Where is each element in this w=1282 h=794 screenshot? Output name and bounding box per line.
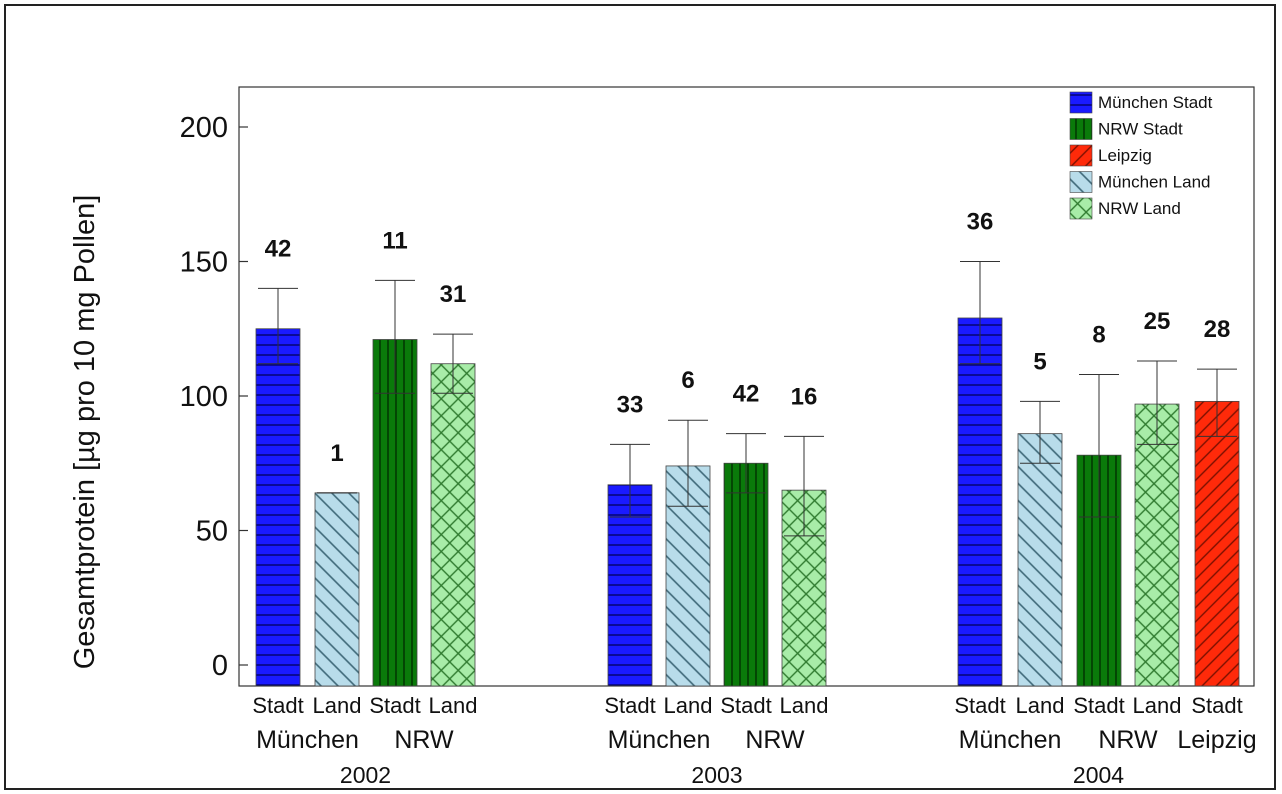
y-axis-label: Gesamtprotein [µg pro 10 mg Pollen] <box>69 195 101 670</box>
bar <box>255 328 301 687</box>
bar <box>607 484 653 687</box>
group-label: NRW <box>394 726 454 754</box>
group-label: NRW <box>1098 726 1158 754</box>
bar <box>1017 433 1063 687</box>
data-label: 25 <box>1144 308 1171 335</box>
data-label: 1 <box>330 440 343 467</box>
category-label: Stadt <box>1073 693 1124 718</box>
category-label: Stadt <box>954 693 1005 718</box>
bar <box>1134 403 1180 687</box>
bar <box>430 363 476 687</box>
category-label: Land <box>313 693 362 718</box>
group-label: Leipzig <box>1177 726 1256 754</box>
y-tick-label: 50 <box>196 516 228 548</box>
legend-swatch <box>1069 91 1093 114</box>
legend-entry: München Land <box>1098 173 1210 192</box>
category-label: Land <box>780 693 829 718</box>
group-label: München <box>256 726 359 754</box>
error-bars-layer <box>258 261 1237 537</box>
data-label: 6 <box>681 367 694 394</box>
category-label: Stadt <box>1191 693 1242 718</box>
category-label: Stadt <box>252 693 303 718</box>
data-label: 16 <box>791 383 818 410</box>
category-label: Land <box>1016 693 1065 718</box>
legend-entry: Leipzig <box>1098 146 1152 165</box>
data-label: 42 <box>733 381 760 408</box>
data-label: 8 <box>1092 321 1105 348</box>
legend-swatch <box>1069 144 1093 167</box>
bar <box>723 462 769 687</box>
year-label: 2003 <box>691 762 742 788</box>
legend-entry: München Stadt <box>1098 93 1213 112</box>
data-label: 28 <box>1204 316 1231 343</box>
data-label: 33 <box>617 391 644 418</box>
legend-entry: NRW Stadt <box>1098 120 1183 139</box>
y-axis: 0 50 100 150 200 <box>180 112 248 682</box>
legend-swatch <box>1069 197 1093 220</box>
year-label: 2004 <box>1073 762 1124 788</box>
bar <box>1194 400 1240 687</box>
data-label: 42 <box>265 235 292 262</box>
legend-entry: NRW Land <box>1098 199 1181 218</box>
y-tick-label: 150 <box>180 247 228 279</box>
bar <box>314 492 360 687</box>
bar <box>372 339 418 687</box>
legend-swatch <box>1069 118 1093 140</box>
group-label: München <box>608 726 711 754</box>
group-label: München <box>959 726 1062 754</box>
bar <box>957 317 1003 687</box>
category-label: Stadt <box>720 693 771 718</box>
data-label: 11 <box>382 227 407 254</box>
group-label: NRW <box>745 726 805 754</box>
category-label: Land <box>1133 693 1182 718</box>
category-label: Land <box>664 693 713 718</box>
legend: München Stadt NRW Stadt Leipzig München Lan… <box>1064 88 1216 228</box>
category-label: Stadt <box>369 693 420 718</box>
legend-swatch <box>1069 171 1093 193</box>
y-tick-label: 0 <box>212 650 228 682</box>
data-label: 5 <box>1033 348 1046 375</box>
category-label: Stadt <box>604 693 655 718</box>
data-label: 36 <box>967 209 994 236</box>
data-label: 31 <box>440 281 467 308</box>
category-label: Land <box>429 693 478 718</box>
bars-layer <box>255 317 1240 687</box>
year-label: 2002 <box>340 762 391 788</box>
y-tick-label: 200 <box>180 112 228 144</box>
y-tick-label: 100 <box>180 381 228 413</box>
